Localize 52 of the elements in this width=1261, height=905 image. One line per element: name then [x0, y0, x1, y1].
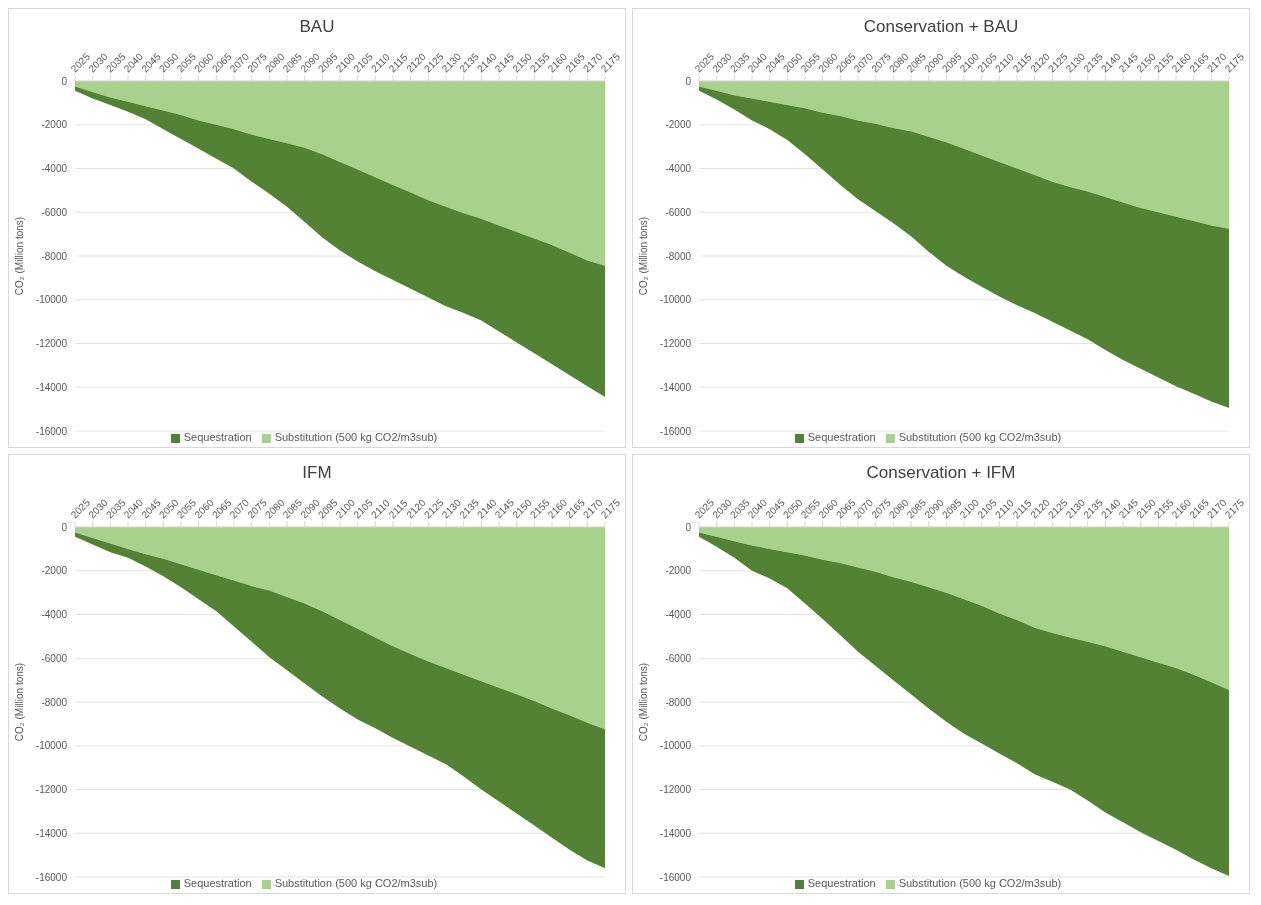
- y-tick-label: -16000: [659, 425, 692, 437]
- y-tick-label: -2000: [41, 565, 68, 577]
- y-tick-label: 0: [685, 75, 692, 87]
- y-tick-label: -8000: [665, 696, 692, 708]
- y-tick-label: -2000: [665, 565, 692, 577]
- y-tick-label: -12000: [659, 338, 692, 350]
- y-tick-label: -14000: [659, 381, 692, 393]
- y-tick-label: -8000: [41, 696, 68, 708]
- legend-label: Substitution (500 kg CO2/m3sub): [274, 431, 438, 443]
- y-tick-label: 0: [61, 75, 68, 87]
- y-tick-label: -4000: [665, 163, 692, 175]
- y-tick-label: 0: [685, 521, 692, 533]
- y-tick-label: -6000: [665, 206, 692, 218]
- y-tick-label: -2000: [41, 119, 68, 131]
- y-tick-label: -10000: [659, 740, 692, 752]
- y-tick-label: -8000: [41, 250, 68, 262]
- chart-title: Conservation + BAU: [862, 16, 1020, 38]
- chart-title: BAU: [298, 16, 336, 38]
- y-tick-label: -14000: [659, 827, 692, 839]
- y-axis-title: CO₂ (Million tons): [637, 216, 649, 296]
- chart-title: IFM: [301, 462, 333, 484]
- chart-title: Conservation + IFM: [865, 462, 1017, 484]
- legend-label: Sequestration: [183, 431, 252, 443]
- y-tick-label: -8000: [665, 250, 692, 262]
- y-tick-label: -12000: [35, 338, 68, 350]
- y-tick-label: -16000: [35, 871, 68, 883]
- y-tick-label: -6000: [41, 206, 68, 218]
- y-tick-label: -10000: [659, 294, 692, 306]
- y-tick-label: -10000: [35, 740, 68, 752]
- y-tick-label: -12000: [659, 784, 692, 796]
- legend-label: Substitution (500 kg CO2/m3sub): [898, 431, 1062, 443]
- legend-label: Sequestration: [183, 877, 252, 889]
- y-tick-label: -4000: [665, 609, 692, 621]
- y-tick-label: -10000: [35, 294, 68, 306]
- legend-label: Sequestration: [807, 877, 876, 889]
- y-tick-label: 0: [61, 521, 68, 533]
- y-tick-label: -6000: [665, 652, 692, 664]
- y-tick-label: -6000: [41, 652, 68, 664]
- y-tick-label: -4000: [41, 609, 68, 621]
- y-tick-label: -12000: [35, 784, 68, 796]
- y-axis-title: CO₂ (Million tons): [13, 216, 25, 296]
- legend-label: Substitution (500 kg CO2/m3sub): [898, 877, 1062, 889]
- y-axis-title: CO₂ (Million tons): [13, 662, 25, 742]
- y-tick-label: -14000: [35, 381, 68, 393]
- y-tick-label: -14000: [35, 827, 68, 839]
- y-tick-label: -2000: [665, 119, 692, 131]
- y-tick-label: -16000: [659, 871, 692, 883]
- y-axis-title: CO₂ (Million tons): [637, 662, 649, 742]
- legend-label: Sequestration: [807, 431, 876, 443]
- legend-label: Substitution (500 kg CO2/m3sub): [274, 877, 438, 889]
- y-tick-label: -4000: [41, 163, 68, 175]
- y-tick-label: -16000: [35, 425, 68, 437]
